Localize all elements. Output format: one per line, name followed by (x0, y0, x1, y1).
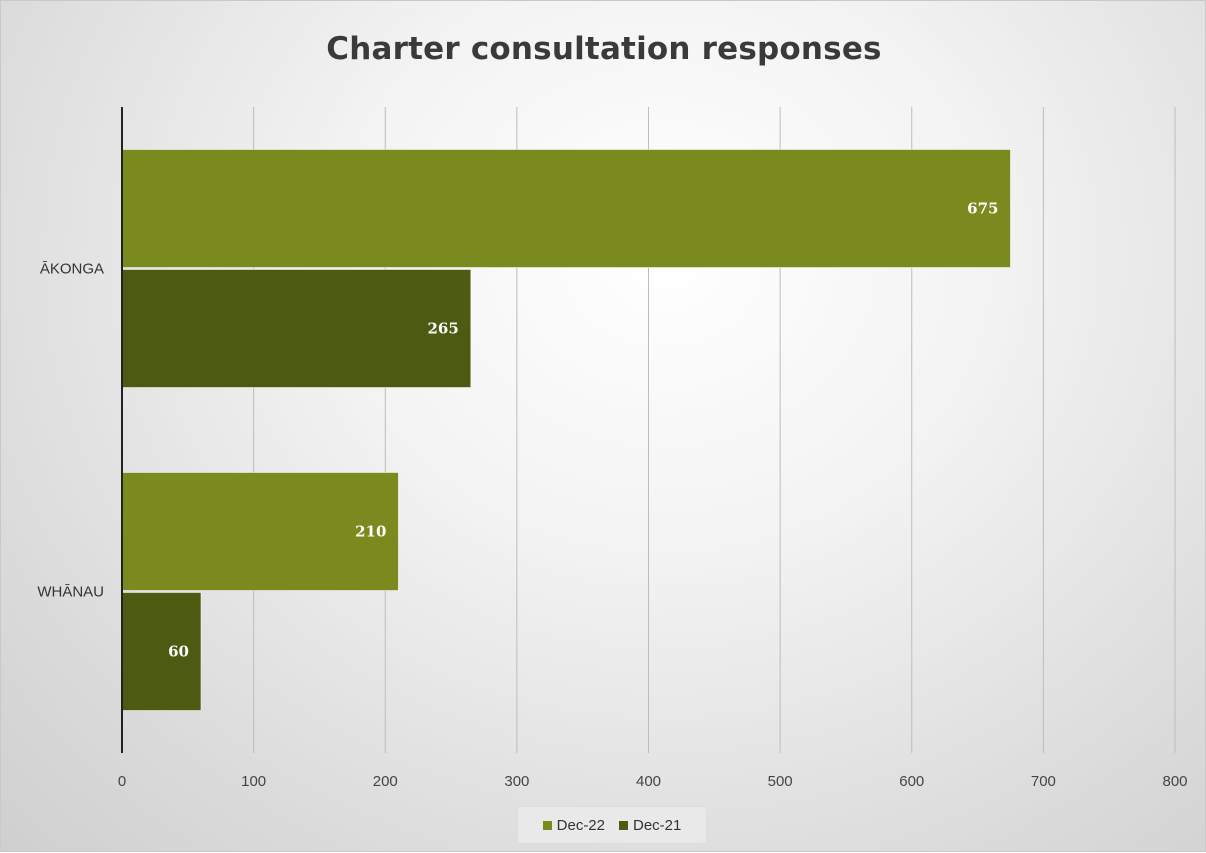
legend-swatch (542, 820, 552, 830)
x-tick-label: 300 (504, 773, 529, 790)
legend-label: Dec-21 (633, 816, 682, 834)
data-label: 210 (355, 523, 386, 541)
category-label: ĀKONGA (40, 261, 104, 278)
x-tick-label: 500 (768, 773, 793, 790)
legend-item: Dec-22 (542, 816, 605, 834)
bar (121, 472, 399, 591)
legend-item: Dec-21 (619, 817, 681, 834)
labels: 0 100 200 300 400 500 600 700 800 675 265 ĀKONGA 210… (37, 200, 1187, 791)
x-tick-label: 700 (1031, 773, 1056, 790)
x-tick-label: 800 (1162, 773, 1187, 790)
x-tick-label: 400 (636, 773, 661, 790)
x-tick-label: 0 (118, 773, 126, 790)
data-label: 265 (427, 320, 458, 338)
data-label: 60 (168, 643, 189, 661)
chart-title: Charter consultation responses (326, 31, 882, 67)
bar (121, 269, 472, 388)
bars (121, 149, 1011, 711)
data-label: 675 (967, 200, 998, 218)
legend-label: Dec-22 (556, 816, 605, 834)
bar (121, 149, 1011, 268)
category-label: WHĀNAU (37, 584, 104, 601)
legend-swatch (619, 820, 628, 830)
bar (121, 592, 202, 711)
x-tick-label: 600 (899, 773, 924, 790)
x-tick-label: 100 (241, 773, 266, 790)
legend: Dec-22 Dec-21 (517, 806, 707, 844)
x-tick-label: 200 (373, 773, 398, 790)
